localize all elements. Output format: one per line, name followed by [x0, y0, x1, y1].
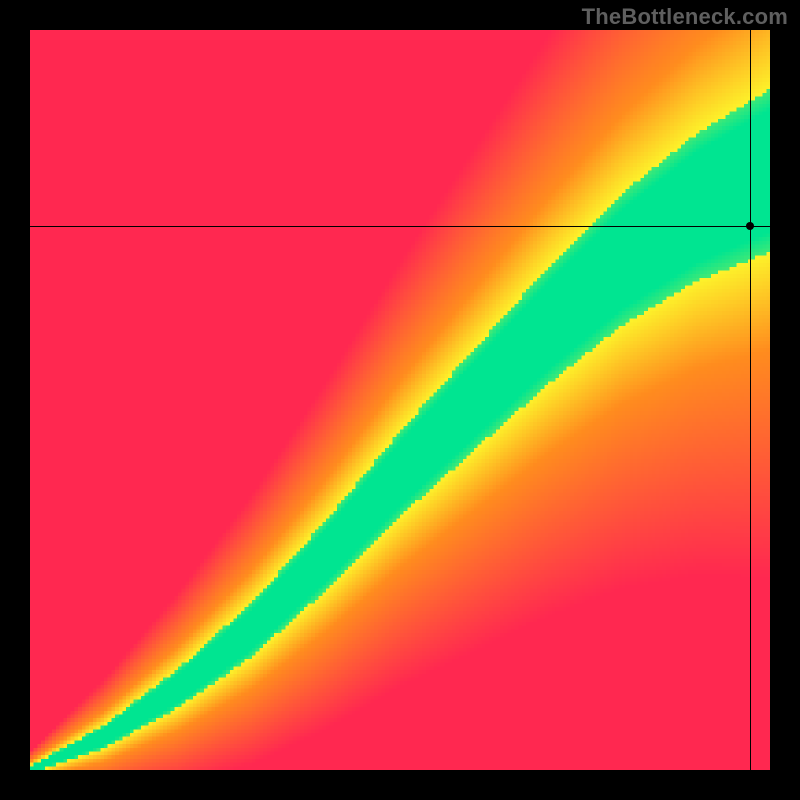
heatmap-canvas: [30, 30, 770, 770]
crosshair-horizontal: [30, 226, 770, 227]
crosshair-vertical: [750, 30, 751, 770]
watermark-text: TheBottleneck.com: [582, 4, 788, 30]
heatmap-plot: [30, 30, 770, 770]
crosshair-marker: [746, 222, 754, 230]
